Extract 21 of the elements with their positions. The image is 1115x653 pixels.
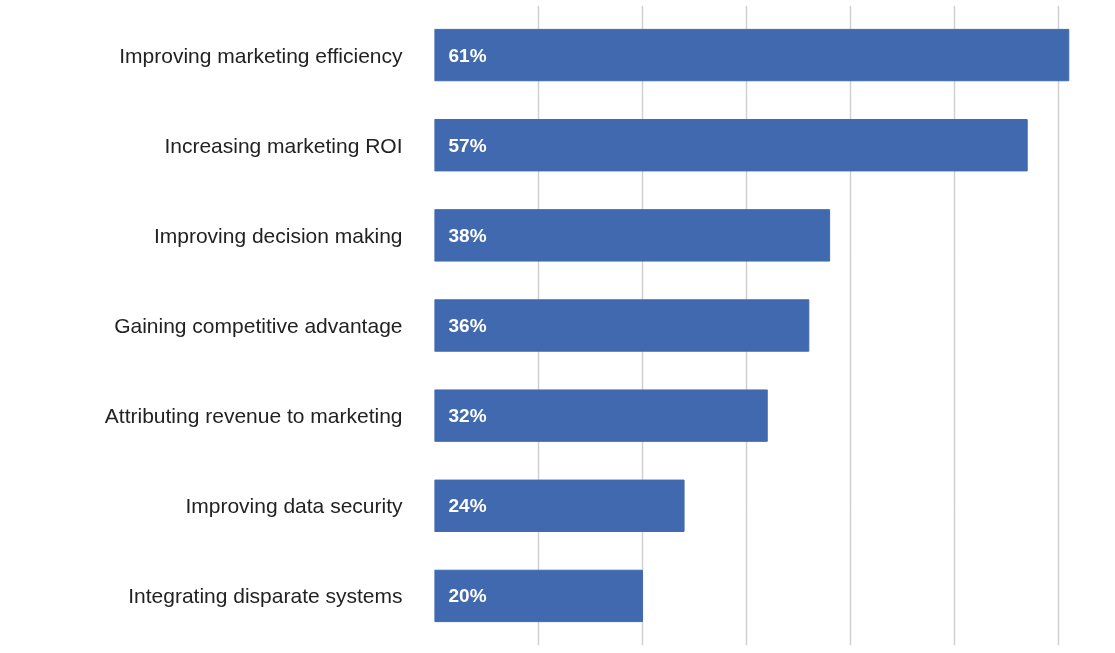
bar bbox=[434, 299, 810, 352]
y-tick-label: Improving data security bbox=[185, 494, 403, 518]
bar bbox=[434, 28, 1070, 82]
y-tick-label: Improving marketing efficiency bbox=[119, 43, 403, 67]
y-tick-label: Gaining competitive advantage bbox=[114, 314, 403, 337]
bar bbox=[434, 479, 685, 532]
data-label: 57% bbox=[448, 134, 487, 156]
data-label: 24% bbox=[448, 495, 487, 517]
data-label: 38% bbox=[448, 224, 487, 246]
data-label: 61% bbox=[448, 44, 487, 66]
data-label: 32% bbox=[448, 405, 487, 427]
data-label: 36% bbox=[448, 315, 487, 336]
y-tick-label: Improving decision making bbox=[153, 223, 403, 247]
y-tick-label: Increasing marketing ROI bbox=[164, 133, 403, 157]
bar bbox=[434, 389, 768, 442]
bar bbox=[434, 209, 831, 262]
y-tick-label: Integrating disparate systems bbox=[128, 584, 403, 608]
data-label: 20% bbox=[448, 585, 487, 607]
bar bbox=[434, 569, 643, 623]
y-tick-label: Attributing revenue to marketing bbox=[104, 404, 403, 428]
bar bbox=[434, 119, 1028, 172]
